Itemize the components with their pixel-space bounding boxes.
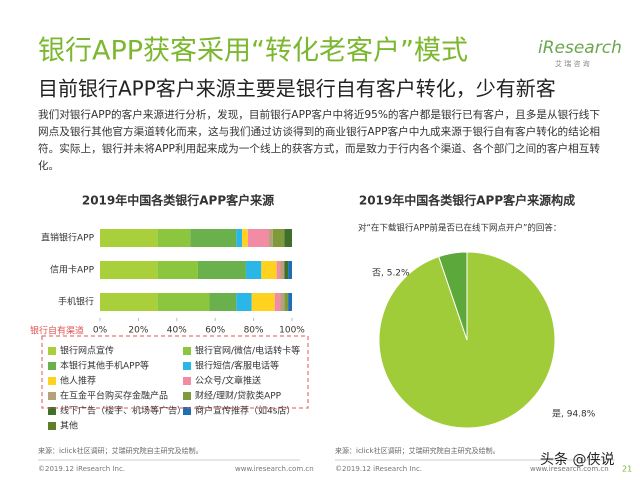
source: 来源：iclick社区调研；艾瑞研究院自主研究及绘制。 <box>335 446 500 455</box>
legend-swatch <box>48 392 56 400</box>
legend-label: 银行短信/客服电话等 <box>195 360 279 372</box>
x-tick-label: 0% <box>93 326 108 336</box>
bar-segment <box>288 261 292 279</box>
legend-swatch <box>183 407 191 415</box>
bar-segment <box>209 293 237 311</box>
bar-segment <box>272 229 285 247</box>
legend-swatch <box>183 392 191 400</box>
bar-segment <box>100 229 158 247</box>
legend-label: 本银行其他手机APP等 <box>60 360 149 372</box>
bar-segment <box>157 261 198 279</box>
chart-subtitle: 对“在下载银行APP前是否已在线下网点开户”的回答： <box>358 223 561 234</box>
copyright: ©2019.12 iResearch Inc. <box>38 465 125 473</box>
pie-slice <box>438 251 468 341</box>
bar-segment <box>157 293 210 311</box>
bar-segment <box>274 293 281 311</box>
title: 银行APP获客采用“转化老客户”模式 <box>38 36 468 67</box>
bar-segment <box>268 229 273 247</box>
legend-label: 商户宣传推荐（如4s店） <box>195 405 295 417</box>
bar-segment <box>245 261 262 279</box>
legend-swatch <box>48 347 56 355</box>
x-tick-label: 100% <box>279 326 305 336</box>
page-number: 21 <box>622 465 632 474</box>
subtitle: 目前银行APP客户来源主要是银行自有客户转化，少有新客 <box>38 77 556 101</box>
legend-label: 其他 <box>60 420 78 432</box>
bar-segment <box>288 293 292 311</box>
legend-label: 财经/理财/贷款类APP <box>195 390 282 402</box>
bar-segment <box>242 229 248 247</box>
legend-swatch <box>183 362 191 370</box>
bar-segment <box>100 293 158 311</box>
legend-label: 在互金平台购买存金融产品 <box>60 390 168 402</box>
bar-segment <box>157 229 191 247</box>
legend-swatch <box>48 422 56 430</box>
copyright: ©2019.12 iResearch Inc. <box>335 465 422 473</box>
bar-segment <box>251 293 275 311</box>
source: 来源：iclick社区调研；艾瑞研究院自主研究及绘制。 <box>38 446 203 455</box>
annotation: 银行自有渠道 <box>30 325 84 337</box>
pie-chart: 2019年中国各类银行APP客户来源构成对“在下载银行APP前是否已在线下网点开… <box>358 193 596 429</box>
bar-segment <box>284 229 292 247</box>
url: www.iresearch.com.cn <box>530 465 609 473</box>
legend-swatch <box>48 407 56 415</box>
watermark: 头条 @侠说 <box>540 451 614 468</box>
data-label: 是, 94.8% <box>552 409 596 420</box>
legend-label: 公众号/文章推送 <box>195 375 261 387</box>
paragraph-line: 符。实际上，银行并未将APP利用起来成为一个线上的获客方式，而是致力于行内各个渠… <box>38 142 600 155</box>
logo: iResearch <box>538 38 622 58</box>
bar-segment <box>280 293 285 311</box>
bar-segment <box>284 261 289 279</box>
x-tick-label: 80% <box>244 326 264 336</box>
legend-label: 线下广告（楼宇、机场等广告） <box>60 405 186 417</box>
category-label: 手机银行 <box>58 296 94 308</box>
bar-segment <box>276 261 281 279</box>
bar-segment <box>284 293 289 311</box>
bar-segment <box>280 261 285 279</box>
bar-segment <box>247 229 269 247</box>
x-tick-label: 60% <box>205 326 225 336</box>
paragraph-line: 我们对银行APP的客户来源进行分析，发现，目前银行APP客户中将近95%的客户都… <box>38 108 600 121</box>
bar-segment <box>197 261 246 279</box>
legend-swatch <box>48 377 56 385</box>
own-channel-box <box>41 335 309 409</box>
bar-chart: 2019年中国各类银行APP客户来源 0% 20% 40% 60% 80% 100% 直销银行… <box>30 193 305 432</box>
bar-segment <box>261 261 277 279</box>
paragraph-line: 网点及银行其他官方渠道转化而来，这与我们通过访谈得到的商业银行APP客户中九成来… <box>38 125 600 138</box>
category-label: 直销银行APP <box>41 232 95 244</box>
logo-sub: 艾 瑞 咨 询 <box>555 59 590 68</box>
url: www.iresearch.com.cn <box>235 465 314 473</box>
bar-segment <box>236 293 252 311</box>
category-label: 信用卡APP <box>50 264 95 276</box>
chart-title: 2019年中国各类银行APP客户来源构成 <box>359 193 575 208</box>
chart-title: 2019年中国各类银行APP客户来源 <box>82 193 274 208</box>
legend-label: 他人推荐 <box>60 375 96 387</box>
bar-segment <box>100 261 158 279</box>
bar-segment <box>190 229 237 247</box>
paragraph-line: 化。 <box>38 159 59 172</box>
legend-swatch <box>48 362 56 370</box>
legend-swatch <box>183 347 191 355</box>
x-tick-label: 20% <box>128 326 148 336</box>
legend-swatch <box>183 377 191 385</box>
legend-label: 银行网点宣传 <box>60 345 114 357</box>
paragraph: 我们对银行APP的客户来源进行分析，发现，目前银行APP客户中将近95%的客户都… <box>38 108 600 172</box>
legend-label: 银行官网/微信/电话转卡等 <box>195 345 300 357</box>
data-label: 否, 5.2% <box>372 268 410 279</box>
bar-segment <box>236 229 243 247</box>
x-tick-label: 40% <box>167 326 187 336</box>
